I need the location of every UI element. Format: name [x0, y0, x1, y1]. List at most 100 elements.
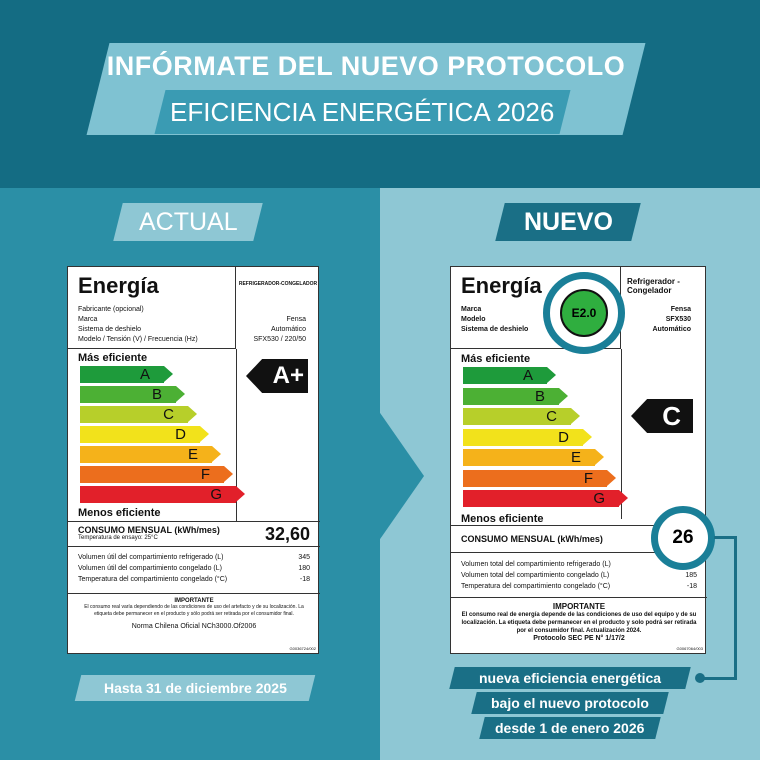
grade-letter: A — [522, 367, 533, 384]
footer-actual: Hasta 31 de diciembre 2025 — [74, 675, 316, 701]
connector-h2 — [700, 677, 736, 680]
field-row: Sistema de deshielo Automático — [78, 325, 306, 335]
grade-letter: C — [163, 406, 174, 423]
e2-badge: E2.0 — [560, 289, 608, 337]
field-value: Fensa — [286, 316, 306, 323]
header-line-2: EFICIENCIA ENERGÉTICA 2026 — [154, 90, 571, 134]
new-code: G0067064/003 — [676, 646, 703, 651]
field-key: Marca — [461, 306, 482, 313]
spec-value: 345 — [298, 554, 310, 561]
grade-bar-a: A — [80, 366, 173, 383]
old-label-header: Energía Fabricante (opcional) Marca Fensa S… — [68, 267, 306, 349]
spec-row: Volumen total del compartimiento refrige… — [461, 559, 697, 570]
old-label-category: REFRIGERADOR-CONGELADOR — [238, 281, 318, 287]
grade-letter: C — [546, 408, 557, 425]
field-row: Modelo / Tensión (V) / Frecuencia (Hz) SF… — [78, 335, 306, 345]
new-divider — [621, 349, 622, 519]
grade-bar-a: A — [463, 367, 556, 384]
tag-actual: ACTUAL — [113, 203, 263, 241]
spec-key: Volumen total del compartimiento refrige… — [461, 561, 611, 568]
old-mas-eficiente: Más eficiente — [78, 352, 148, 364]
grade-letter: B — [151, 386, 162, 403]
old-energy-label: Energía Fabricante (opcional) Marca Fensa S… — [67, 266, 320, 654]
old-divider — [236, 349, 237, 521]
new-importante: IMPORTANTE — [552, 602, 606, 611]
old-note-box: IMPORTANTE El consumo real varía dependi… — [68, 593, 320, 634]
new-protocolo: Protocolo SEC PE N° 1/17/2 — [533, 635, 625, 642]
spec-key: Volumen útil del compartimiento congelad… — [78, 565, 222, 572]
connector-v — [734, 536, 737, 680]
grade-bar-c: C — [80, 406, 197, 423]
arrow-right-icon — [378, 410, 424, 542]
old-rating-arrow: A+ — [246, 359, 308, 393]
field-key: Marca — [78, 316, 98, 323]
new-label-category: Refrigerador - Congelador — [627, 277, 680, 295]
old-label-title: Energía — [78, 273, 159, 298]
new-consumo-label: CONSUMO MENSUAL (kWh/mes) — [461, 534, 603, 544]
grade-bar-g: G — [463, 490, 628, 507]
old-consumo-value: 32,60 — [264, 524, 310, 544]
field-key: Sistema de deshielo — [78, 326, 142, 333]
spec-value: -18 — [686, 583, 697, 590]
field-row: Sistema de deshielo Automático — [461, 325, 691, 335]
spec-key: Temperatura del compartimiento congelado… — [78, 576, 228, 583]
spec-key: Volumen total del compartimiento congela… — [461, 572, 610, 579]
grade-bar-c: C — [463, 408, 580, 425]
consumo-highlight-circle: 26 — [651, 506, 715, 570]
grade-letter: G — [210, 486, 222, 503]
new-note: El consumo real de energía depende de la… — [461, 612, 697, 634]
field-row: Modelo SFX530 — [461, 315, 691, 325]
field-value: Fensa — [670, 306, 691, 313]
spec-row: Temperatura del compartimiento congelado… — [461, 581, 697, 592]
old-consumo-label: CONSUMO MENSUAL (kWh/mes) — [78, 525, 220, 535]
grade-bar-b: B — [80, 386, 185, 403]
new-label-fields: Marca Fensa Modelo SFX530 Sistema de deshiel… — [461, 305, 691, 335]
grade-bar-d: D — [463, 428, 592, 446]
old-temp-test: Temperatura de ensayo: 25°C — [78, 535, 158, 541]
tag-nuevo: NUEVO — [495, 203, 641, 241]
spec-row: Volumen útil del compartimiento refriger… — [78, 552, 310, 563]
new-menos-eficiente: Menos eficiente — [461, 513, 544, 525]
old-note: El consumo real varía dependiendo de las… — [84, 604, 304, 617]
field-key: Fabricante (opcional) — [78, 306, 144, 313]
footer-nuevo-3: desde 1 de enero 2026 — [479, 717, 661, 739]
old-label-fields: Fabricante (opcional) Marca Fensa Sistema d… — [78, 305, 306, 345]
grade-letter: E — [187, 446, 198, 463]
old-norma: Norma Chilena Oficial NCh3000.Of2006 — [131, 623, 257, 630]
spec-value: 180 — [298, 565, 310, 572]
new-note-box: IMPORTANTE El consumo real de energía de… — [451, 597, 707, 646]
field-value: SFX530 / 220/50 — [253, 336, 306, 343]
grade-letter: A — [139, 366, 150, 383]
connector-dot — [695, 673, 705, 683]
grade-bar-e: E — [80, 446, 221, 463]
field-value: Automático — [652, 326, 692, 333]
spec-value: 185 — [685, 572, 697, 579]
new-consumo-value: 26 — [672, 527, 694, 548]
field-key: Modelo — [461, 316, 486, 323]
badge-highlight-circle: E2.0 — [543, 272, 625, 354]
grade-letter: F — [583, 469, 593, 487]
grade-letter: D — [558, 428, 569, 446]
field-key: Sistema de deshielo — [461, 326, 529, 333]
old-menos-eficiente: Menos eficiente — [78, 507, 161, 519]
field-row: Fabricante (opcional) — [78, 305, 306, 315]
new-specs: Volumen total del compartimiento refrige… — [461, 559, 697, 592]
grade-bar-f: F — [463, 469, 616, 487]
grade-letter: F — [200, 466, 210, 483]
footer-nuevo-2: bajo el nuevo protocolo — [471, 692, 669, 714]
spec-value: -18 — [299, 576, 310, 583]
grade-bar-d: D — [80, 426, 209, 443]
spec-row: Volumen útil del compartimiento congelad… — [78, 563, 310, 574]
old-importante: IMPORTANTE — [174, 598, 214, 604]
old-consumo-row: CONSUMO MENSUAL (kWh/mes) Temperatura de… — [68, 521, 320, 547]
grade-letter: B — [534, 387, 545, 405]
new-rating-arrow: C — [631, 399, 693, 433]
new-label-title: Energía — [461, 273, 542, 298]
grade-bar-e: E — [463, 449, 604, 466]
field-value: Automático — [270, 326, 306, 333]
old-code: G0036724/002 — [289, 646, 316, 651]
grade-letter: G — [593, 490, 605, 507]
grade-bar-b: B — [463, 387, 568, 405]
